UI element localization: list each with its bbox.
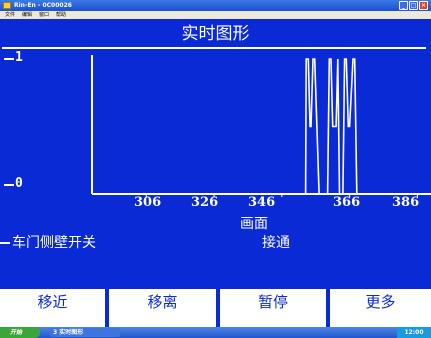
realtime-chart: [91, 55, 431, 197]
x-tick-label: 306: [134, 195, 162, 210]
series-line: [92, 58, 431, 195]
taskbar-item[interactable]: 3 实时图形: [50, 328, 120, 337]
maximize-button[interactable]: □: [409, 1, 418, 10]
menu-item-window[interactable]: 窗口: [39, 12, 50, 18]
start-button[interactable]: 开始: [0, 327, 40, 338]
y-tick-label-top: 1: [15, 50, 23, 65]
minimize-button[interactable]: _: [399, 1, 408, 10]
page-title: 实时图形: [181, 24, 250, 44]
x-tick-label: 366: [333, 195, 361, 210]
menu-bar: 文件 编辑 窗口 帮助: [0, 11, 431, 19]
y-tick-label-bottom: 0: [15, 176, 23, 191]
zoom-in-button[interactable]: 移近: [0, 289, 105, 327]
system-tray-clock: 12:00: [397, 327, 431, 338]
window-title: Rin-En - 0C00026: [14, 2, 72, 9]
y-tick-mark-bottom: [4, 184, 14, 186]
zoom-out-button[interactable]: 移离: [109, 289, 216, 327]
window-controls: _ □ ×: [399, 1, 428, 10]
chart-area: 1 0 306 326 346 366 386 画面: [0, 49, 431, 249]
signal-value: 接通: [262, 235, 290, 251]
legend-dash: [0, 242, 10, 244]
x-tick-label: 346: [248, 195, 276, 210]
x-tick-label: 326: [191, 195, 219, 210]
title-bar[interactable]: Rin-En - 0C00026 _ □ ×: [0, 0, 431, 11]
more-button[interactable]: 更多: [330, 289, 431, 327]
x-axis-label: 画面: [240, 216, 268, 232]
function-button-bar: 移近 移离 暂停 更多: [0, 289, 431, 327]
close-button[interactable]: ×: [419, 1, 428, 10]
menu-item-file[interactable]: 文件: [5, 12, 16, 18]
pause-button[interactable]: 暂停: [220, 289, 326, 327]
signal-name: 车门侧壁开关: [12, 235, 96, 251]
menu-item-help[interactable]: 帮助: [56, 12, 67, 18]
signal-legend: 车门侧壁开关: [0, 233, 96, 253]
taskbar: 开始 3 实时图形 12:00: [0, 327, 431, 338]
header-divider: [2, 47, 426, 49]
app-icon: [3, 2, 11, 9]
x-tick-label: 386: [392, 195, 420, 210]
y-tick-mark-top: [4, 58, 14, 60]
menu-item-edit[interactable]: 编辑: [22, 12, 33, 18]
